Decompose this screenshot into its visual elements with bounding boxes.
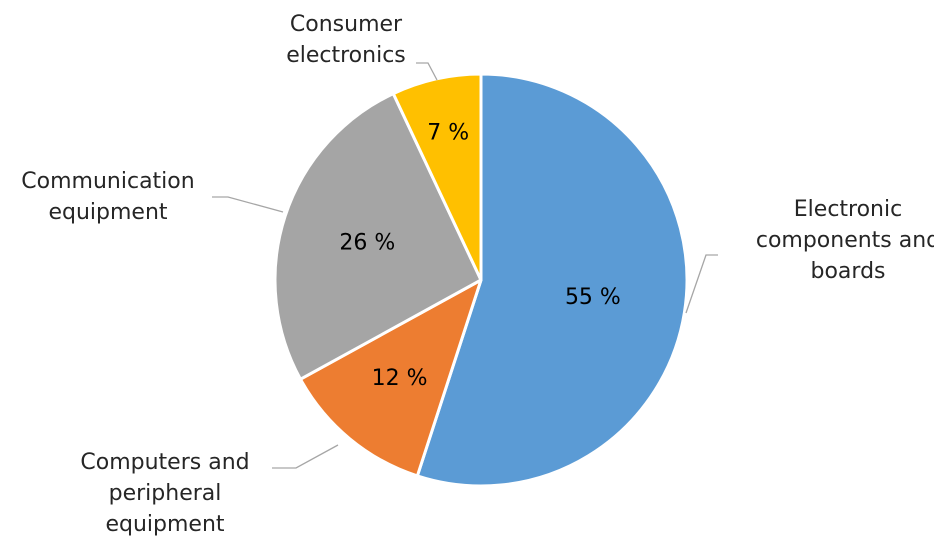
leader-line-computers-and-peripheral-equipment: [272, 444, 339, 469]
category-label-line: peripheral: [109, 481, 222, 506]
category-label-line: Electronic: [794, 197, 902, 222]
category-label-consumer-electronics: Consumer electronics: [286, 12, 406, 68]
pie-slices: [273, 72, 689, 488]
slice-value-label-electronic-components-and-boards: 55 %: [565, 285, 621, 310]
slice-value-labels: 55 % 12 % 26 % 7 %: [339, 121, 620, 391]
leader-lines: [212, 62, 718, 469]
category-label-computers-and-peripheral-equipment: Computers and peripheral equipment: [80, 450, 249, 537]
category-labels: Electronic components and boards Computers …: [21, 12, 934, 537]
leader-line-electronic-components-and-boards: [685, 254, 718, 314]
category-label-line: components and: [756, 228, 934, 253]
slice-value-label-consumer-electronics: 7 %: [427, 121, 469, 146]
category-label-line: electronics: [286, 43, 406, 68]
pie-slice-computers-and-peripheral-equipment: [298, 278, 483, 478]
category-label-line: Computers and: [80, 450, 249, 475]
category-label-line: Consumer: [290, 12, 403, 37]
slice-value-label-communication-equipment: 26 %: [339, 231, 395, 256]
leader-line-consumer-electronics: [416, 62, 438, 81]
category-label-line: equipment: [48, 200, 167, 225]
pie-slice-communication-equipment: [273, 92, 483, 381]
category-label-line: equipment: [105, 512, 224, 537]
category-label-communication-equipment: Communication equipment: [21, 169, 194, 225]
category-label-electronic-components-and-boards: Electronic components and boards: [756, 197, 934, 284]
category-label-line: boards: [811, 259, 886, 284]
category-label-line: Communication: [21, 169, 194, 194]
slice-value-label-computers-and-peripheral-equipment: 12 %: [372, 366, 428, 391]
pie-slice-electronic-components-and-boards: [415, 72, 689, 488]
leader-line-communication-equipment: [212, 196, 284, 213]
